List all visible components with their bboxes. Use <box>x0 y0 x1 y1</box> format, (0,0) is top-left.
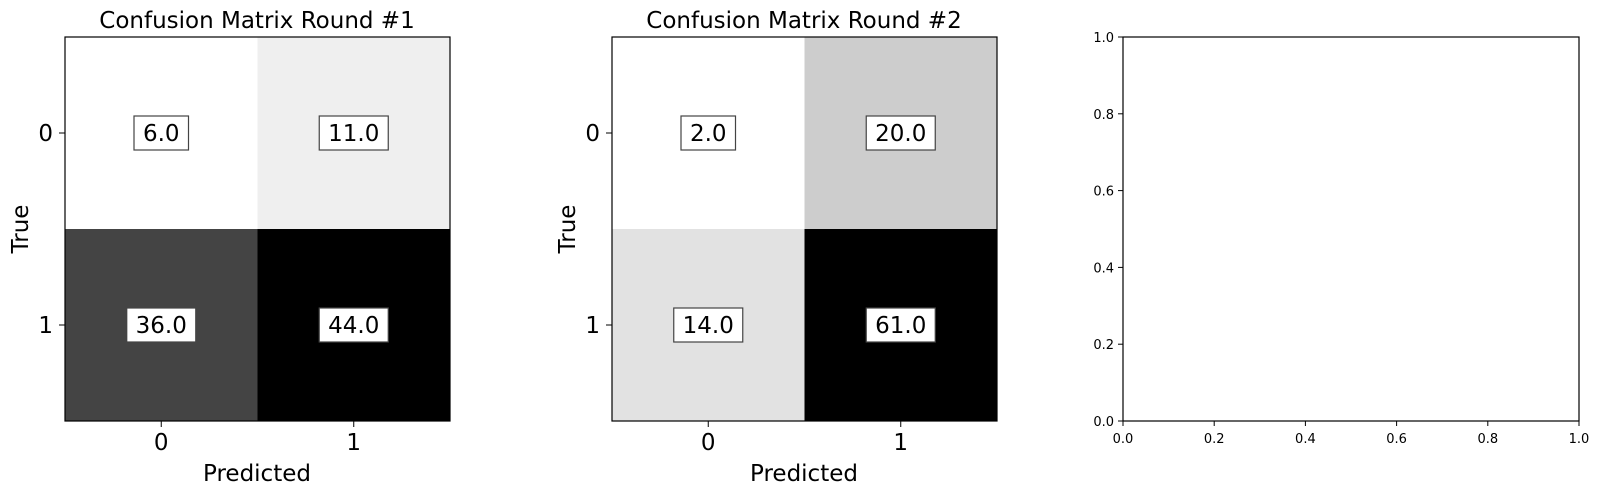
confusion-matrix-2: Confusion Matrix Round #2 2.0 20.0 14.0 61.… <box>555 8 998 487</box>
y-tick-label: 0.6 <box>1093 185 1114 200</box>
y-tick-label: 0 <box>38 121 53 147</box>
x-tick-label: 1 <box>346 430 361 456</box>
panel-1-ticks: 0 1 0 1 <box>38 121 361 456</box>
panel-2-title: Confusion Matrix Round #2 <box>646 8 961 34</box>
panel-1-ylabel: True <box>8 205 34 255</box>
panel-2-ylabel: True <box>555 205 581 255</box>
cell-value-label: 11.0 <box>328 121 379 147</box>
x-tick-label: 0.6 <box>1386 432 1407 447</box>
cell-value-label: 2.0 <box>690 121 727 147</box>
y-tick-label: 0 <box>585 121 600 147</box>
panel-1-cells <box>65 37 450 421</box>
cell-value-label: 14.0 <box>683 313 734 339</box>
cell-label-box <box>318 307 389 343</box>
panel-3-ticks: 0.0 0.2 0.4 0.6 0.8 1.0 0.0 0.2 0.4 0.6 0.8 1.0 <box>1093 31 1589 447</box>
panel-2-cells <box>612 37 997 421</box>
y-tick-label: 0.0 <box>1093 415 1114 430</box>
cell-value-label: 6.0 <box>143 121 180 147</box>
y-tick-label: 1 <box>585 313 600 339</box>
y-tick-label: 1 <box>38 313 53 339</box>
x-tick-label: 1 <box>893 430 908 456</box>
cell-label-box <box>318 115 389 151</box>
y-tick-label: 0.4 <box>1093 261 1114 276</box>
x-tick-label: 0.0 <box>1113 432 1134 447</box>
x-tick-label: 0.4 <box>1295 432 1316 447</box>
panel-1-frame <box>64 36 451 422</box>
cell-value-label: 61.0 <box>875 313 926 339</box>
cell-label-box <box>673 307 744 343</box>
cell-label-box <box>133 115 190 151</box>
x-tick-label: 0.2 <box>1204 432 1225 447</box>
y-tick-label: 0.2 <box>1093 338 1114 353</box>
y-tick-label: 1.0 <box>1093 31 1114 46</box>
panel-2-cell-labels: 2.0 20.0 14.0 61.0 <box>673 115 936 343</box>
panel-1-xlabel: Predicted <box>203 461 311 487</box>
x-tick-label: 0 <box>154 430 169 456</box>
panel-3-frame <box>1122 36 1580 422</box>
panel-2-xlabel: Predicted <box>750 461 858 487</box>
panel-2-ticks: 0 1 0 1 <box>585 121 908 456</box>
confusion-matrix-1: Confusion Matrix Round #1 6.0 11.0 36.0 44.… <box>8 8 451 487</box>
x-tick-label: 0.8 <box>1477 432 1498 447</box>
cell-value-label: 36.0 <box>136 313 187 339</box>
cell-label-box <box>126 307 197 343</box>
panel-2-frame <box>611 36 998 422</box>
cell-label-box <box>680 115 737 151</box>
cell-label-box <box>865 307 936 343</box>
cell-value-label: 44.0 <box>328 313 379 339</box>
x-tick-label: 0 <box>701 430 716 456</box>
panel-1-title: Confusion Matrix Round #1 <box>99 8 414 34</box>
y-tick-label: 0.8 <box>1093 108 1114 123</box>
cell-label-box <box>865 115 936 151</box>
panel-1-cell-labels: 6.0 11.0 36.0 44.0 <box>126 115 389 343</box>
empty-axes-3: 0.0 0.2 0.4 0.6 0.8 1.0 0.0 0.2 0.4 0.6 0.8 1.0 <box>1093 31 1589 447</box>
cell-value-label: 20.0 <box>875 121 926 147</box>
x-tick-label: 1.0 <box>1569 432 1590 447</box>
